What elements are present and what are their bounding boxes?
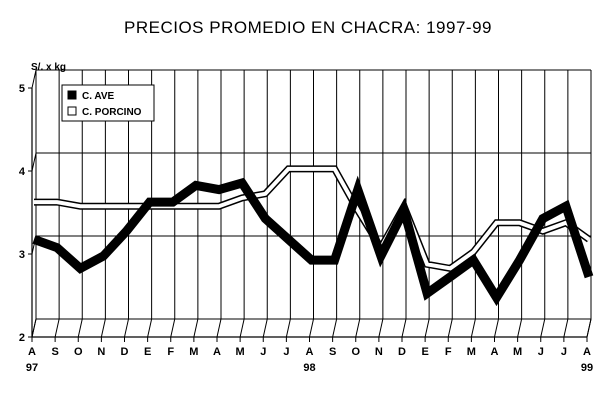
floor-depth-line: [31, 318, 37, 338]
floor-depth-line: [332, 318, 338, 338]
grid-depth-line-left: [31, 69, 37, 89]
x-tick-label: J: [561, 346, 567, 358]
x-tick-label: J: [538, 346, 544, 358]
x-tick-label: S: [51, 346, 58, 358]
floor-depth-line: [147, 318, 153, 338]
x-tick-label: A: [28, 346, 36, 358]
floor-depth-line: [540, 318, 546, 338]
floor-depth-line: [216, 318, 222, 338]
year-label: 97: [26, 362, 38, 374]
floor-depth-line: [424, 318, 430, 338]
x-tick-label: A: [213, 346, 221, 358]
floor-depth-line: [355, 318, 361, 338]
x-tick-label: F: [167, 346, 174, 358]
legend-ave-label: C. AVE: [82, 91, 115, 102]
x-tick-label: A: [306, 346, 314, 358]
legend-porcino-swatch: [67, 106, 77, 116]
floor-depth-line: [54, 318, 60, 338]
y-tick-label: 3: [19, 249, 25, 261]
grid-depth-line-left: [31, 152, 37, 172]
year-label: 99: [581, 362, 593, 374]
floor-depth-line: [285, 318, 291, 338]
y-tick-label: 5: [19, 83, 25, 95]
x-tick-label: J: [283, 346, 289, 358]
x-tick-label: F: [445, 346, 452, 358]
floor-depth-line: [193, 318, 199, 338]
x-tick-label: N: [97, 346, 105, 358]
x-tick-label: E: [421, 346, 428, 358]
x-tick-label: D: [121, 346, 129, 358]
floor-depth-line: [170, 318, 176, 338]
floor-depth-line: [378, 318, 384, 338]
chart-title: PRECIOS PROMEDIO EN CHACRA: 1997-99: [124, 18, 492, 37]
x-tick-label: O: [351, 346, 360, 358]
y-tick-label: 4: [19, 166, 26, 178]
floor-depth-line: [494, 318, 499, 338]
floor-depth-line: [100, 318, 106, 338]
x-tick-label: N: [375, 346, 383, 358]
x-tick-label: S: [329, 346, 336, 358]
x-tick-label: M: [513, 346, 522, 358]
x-tick-label: M: [189, 346, 198, 358]
legend-box: [61, 84, 155, 122]
legend: C. AVE C. PORCINO: [61, 84, 155, 122]
floor-depth-line: [77, 318, 83, 338]
series-lines: [32, 165, 594, 307]
axes: [28, 70, 592, 342]
floor-right-edge: [586, 318, 592, 338]
floor-depth-line: [470, 318, 476, 338]
x-tick-label: E: [144, 346, 151, 358]
floor-depth-line: [262, 318, 268, 338]
y-axis-unit-label: S/. x kg: [31, 62, 66, 73]
floor-depth-line: [239, 318, 245, 338]
floor-depth-line: [401, 318, 407, 338]
y-tick-label: 2: [19, 332, 25, 344]
floor-depth-line: [309, 318, 314, 338]
legend-porcino-label: C. PORCINO: [82, 107, 142, 118]
x-tick-label: M: [236, 346, 245, 358]
series-ave-line: [32, 175, 594, 307]
floor-depth-line: [563, 318, 569, 338]
series-porcino-outline: [34, 165, 592, 273]
x-tick-label: D: [398, 346, 406, 358]
series-porcino-line: [34, 166, 591, 271]
floor-depth-line: [124, 318, 129, 338]
x-tick-label: J: [260, 346, 266, 358]
x-tick-label: A: [491, 346, 499, 358]
x-tick-label: M: [467, 346, 476, 358]
x-tick-label: O: [74, 346, 83, 358]
tick-labels: 2 3 4 5 A S O N D E F M A M J J A S O N D E F M A M J J A 97 98 99: [19, 83, 593, 374]
x-tick-label: A: [583, 346, 591, 358]
floor-depth-line: [517, 318, 523, 338]
year-label: 98: [303, 362, 315, 374]
floor-depth-line: [447, 318, 453, 338]
legend-ave-swatch: [67, 90, 77, 100]
